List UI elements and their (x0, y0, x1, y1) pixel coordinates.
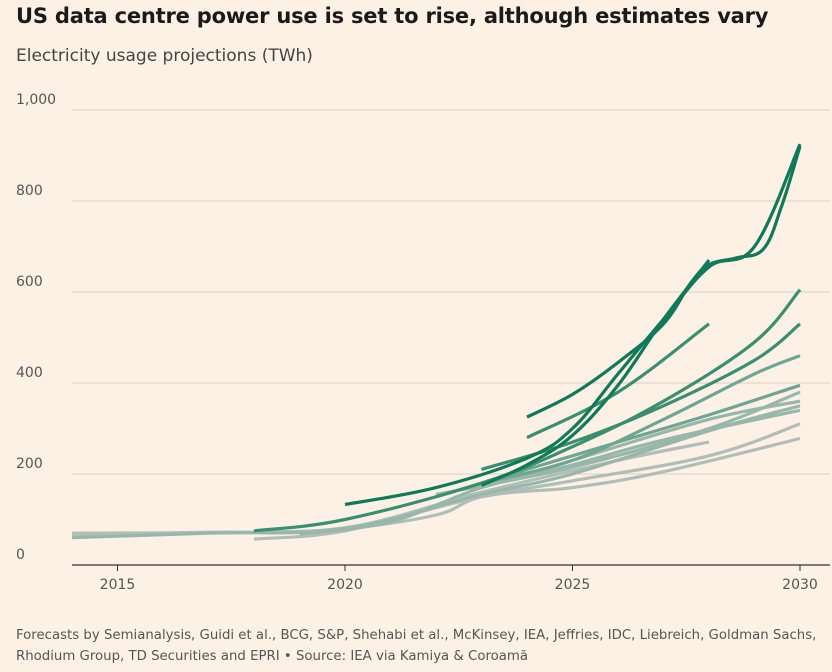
series-line-9 (481, 354, 801, 485)
x-axis: 2015 2020 2025 2030 (72, 564, 830, 593)
series-line-14 (344, 143, 802, 507)
y-tick-label: 200 (16, 456, 43, 472)
series-line-15 (526, 145, 802, 419)
series-line-2 (253, 436, 801, 541)
grid-lines (72, 109, 830, 475)
chart-subtitle: Electricity usage projections (TWh) (16, 46, 313, 66)
chart-title: US data centre power use is set to rise,… (16, 4, 769, 28)
y-tick-label: 1,000 (16, 92, 56, 108)
series-line-11 (526, 322, 710, 440)
y-axis-ticks: 0 200 400 600 800 1,000 (16, 92, 56, 563)
y-tick-label: 800 (16, 183, 43, 199)
source-note: Forecasts by Semianalysis, Guidi et al.,… (16, 628, 817, 664)
x-tick-label: 2020 (327, 577, 363, 593)
series-line-12 (253, 288, 802, 533)
series-line-3 (71, 422, 801, 537)
x-tick-label: 2025 (555, 577, 591, 593)
line-chart: 0 200 400 600 800 1,000 2015 2020 2025 2030 (16, 92, 830, 593)
y-tick-label: 400 (16, 365, 43, 381)
series-group (71, 143, 802, 541)
y-tick-label: 0 (16, 547, 25, 563)
x-tick-label: 2030 (782, 577, 818, 593)
x-tick-label: 2015 (100, 577, 136, 593)
y-tick-label: 600 (16, 274, 43, 290)
